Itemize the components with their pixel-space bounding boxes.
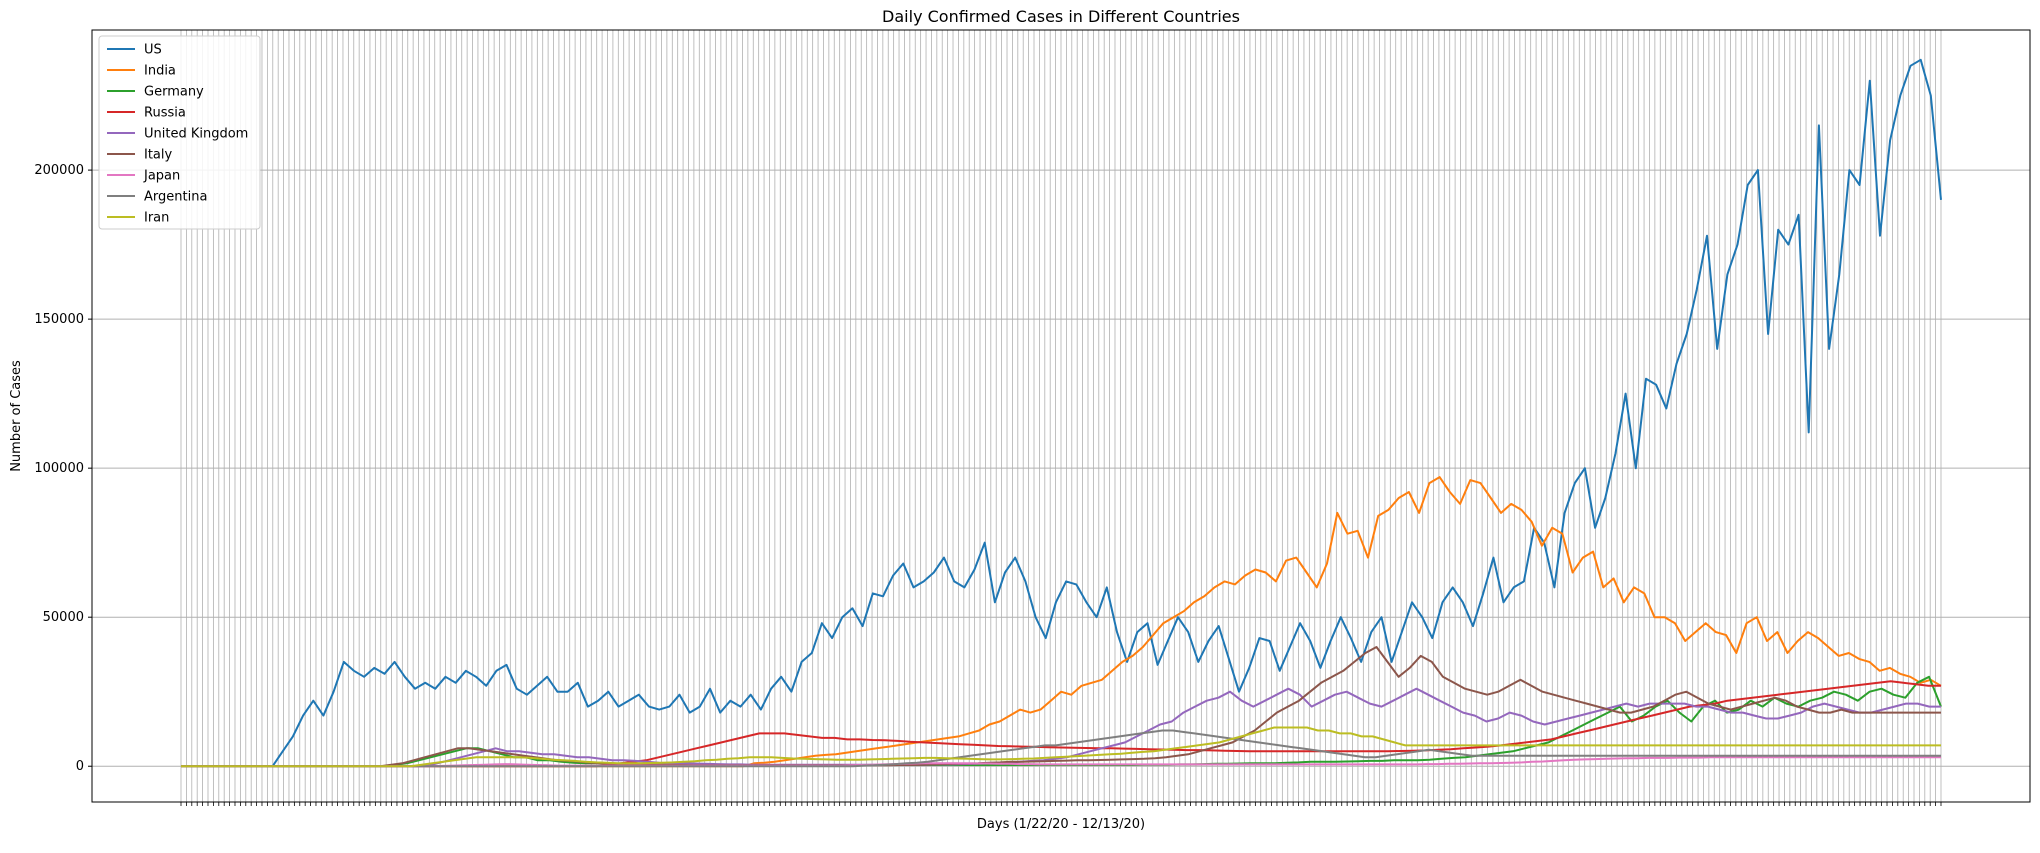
series-line-argentina xyxy=(181,729,1941,768)
legend-frame xyxy=(98,35,261,230)
legend-label-us: US xyxy=(144,43,162,58)
y-tick-label: 0 xyxy=(76,759,84,774)
legend-label-italy: Italy xyxy=(144,148,173,163)
y-tick-label: 200000 xyxy=(34,163,84,178)
legend: US India Germany Russia United Kingdom Italy J… xyxy=(98,35,261,230)
legend-label-united-kingdom: United Kingdom xyxy=(144,127,248,142)
legend-label-argentina: Argentina xyxy=(144,190,207,205)
y-axis-label: Number of Cases xyxy=(9,360,24,472)
legend-label-japan: Japan xyxy=(143,169,180,184)
legend-label-iran: Iran xyxy=(144,211,169,226)
legend-label-russia: Russia xyxy=(144,106,186,121)
series-lines xyxy=(181,58,1942,768)
y-tick-label: 150000 xyxy=(34,312,84,327)
chart-title: Daily Confirmed Cases in Different Count… xyxy=(882,7,1240,26)
x-grid-lines xyxy=(180,30,1942,802)
x-ticks xyxy=(180,802,1942,806)
y-tick-label: 100000 xyxy=(34,461,84,476)
x-axis-label: Days (1/22/20 - 12/13/20) xyxy=(977,817,1145,832)
series-line-japan xyxy=(181,756,1941,768)
y-ticks: 0 50000 100000 150000 200000 xyxy=(34,163,92,774)
legend-label-germany: Germany xyxy=(144,85,204,100)
series-line-united-kingdom xyxy=(181,687,1941,768)
legend-label-india: India xyxy=(144,64,176,79)
y-tick-label: 50000 xyxy=(43,610,84,625)
series-line-us xyxy=(181,58,1942,768)
series-line-iran xyxy=(181,726,1941,768)
series-line-italy xyxy=(181,646,1941,768)
